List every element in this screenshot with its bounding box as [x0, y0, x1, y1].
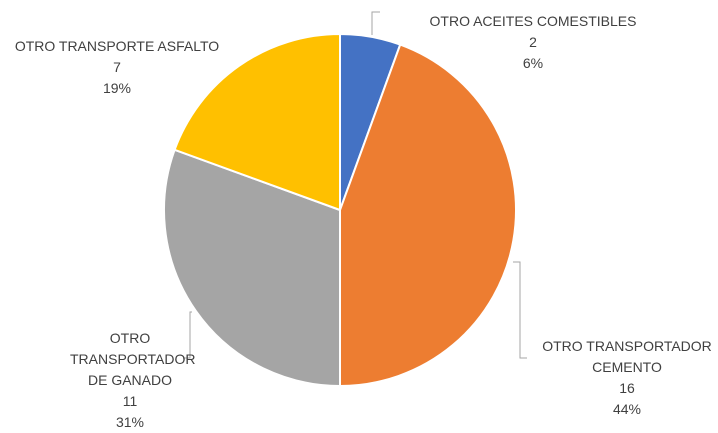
value-label: 16 [619, 380, 635, 396]
percent-label: 19% [102, 80, 132, 96]
data-label: OTRO TRANSPORTE ASFALTO 7 19% [2, 36, 232, 99]
category-label: OTRO TRANSPORTADOR DE GANADO [70, 330, 196, 388]
data-label: OTRO TRANSPORTADOR CEMENTO 16 44% [537, 336, 717, 420]
data-label: OTRO ACEITES COMESTIBLES 2 6% [418, 11, 648, 74]
percent-label: 44% [612, 401, 642, 417]
category-label: OTRO ACEITES COMESTIBLES [429, 13, 637, 29]
percent-label: 31% [115, 414, 145, 430]
category-label: OTRO TRANSPORTADOR CEMENTO [542, 338, 712, 375]
leader-line [513, 261, 527, 359]
pie-slice [339, 43, 517, 388]
pie-slice [163, 148, 341, 388]
leader-line [371, 11, 380, 35]
data-label: OTRO TRANSPORTADOR DE GANADO 11 31% [70, 328, 196, 433]
category-label: OTRO TRANSPORTE ASFALTO [14, 38, 220, 54]
value-label: 11 [122, 393, 138, 409]
pie-slice [173, 32, 341, 212]
slices [163, 32, 517, 388]
value-label: 7 [113, 59, 121, 75]
percent-label: 6% [522, 55, 544, 71]
leader-line [183, 311, 192, 359]
value-label: 2 [529, 34, 537, 50]
